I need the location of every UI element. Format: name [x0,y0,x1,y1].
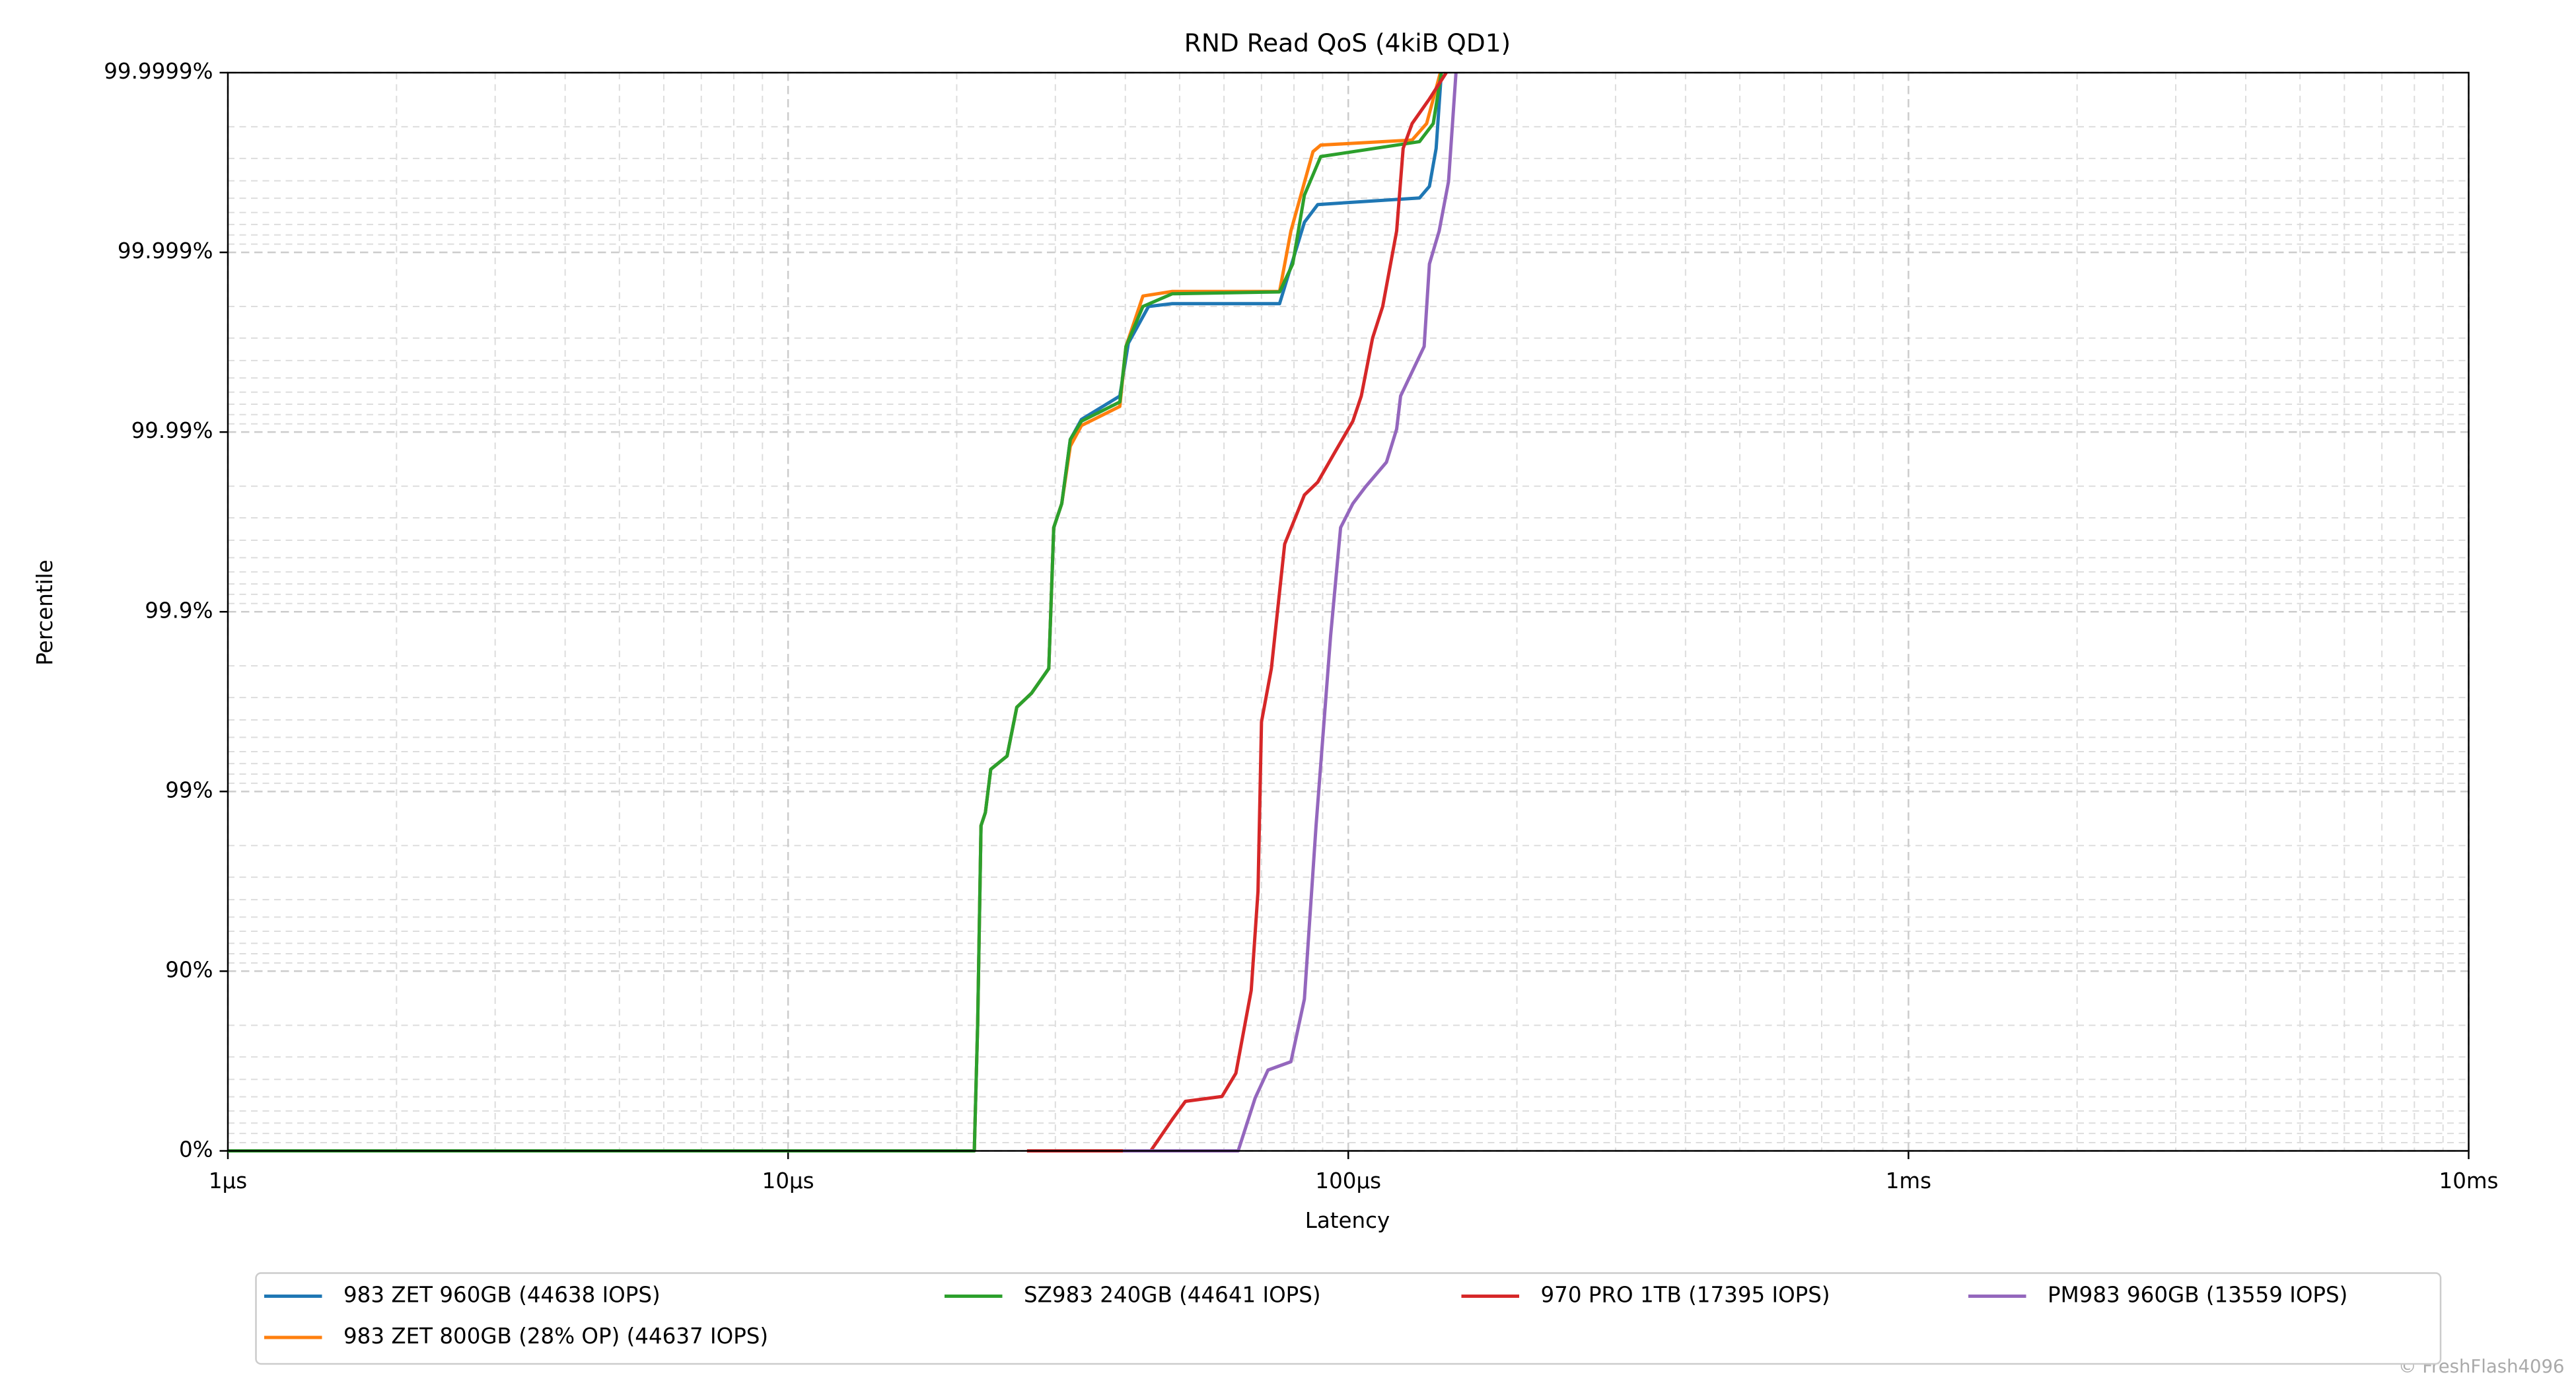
y-tick-label: 90% [165,957,213,982]
legend-label: 983 ZET 960GB (44638 IOPS) [343,1283,661,1308]
x-tick-label: 1µs [209,1168,247,1193]
legend-label: 983 ZET 800GB (28% OP) (44637 IOPS) [343,1324,768,1349]
series-line [228,72,1443,1153]
series-line [1123,72,1458,1153]
legend-label: 970 PRO 1TB (17395 IOPS) [1541,1283,1830,1308]
x-tick-label: 100µs [1315,1168,1381,1193]
y-tick-label: 99% [165,777,213,802]
legend-label: SZ983 240GB (44641 IOPS) [1024,1283,1321,1308]
x-tick-label: 10µs [762,1168,814,1193]
x-tick-label: 1ms [1886,1168,1931,1193]
y-tick-label: 99.9999% [104,59,213,84]
y-tick-label: 99.999% [118,238,213,264]
y-tick-label: 0% [179,1137,213,1162]
chart-title: RND Read QoS (4kiB QD1) [1184,28,1511,57]
y-tick-label: 99.9% [145,598,213,623]
y-tick-label: 99.99% [131,418,213,443]
legend-label: PM983 960GB (13559 IOPS) [2048,1283,2347,1308]
y-axis-label: Percentile [32,559,57,665]
x-tick-label: 10ms [2439,1168,2499,1193]
x-axis-label: Latency [1305,1208,1390,1233]
legend-box [255,1272,2442,1365]
plot-frame [227,71,2470,1152]
series-line [1026,71,1448,1153]
